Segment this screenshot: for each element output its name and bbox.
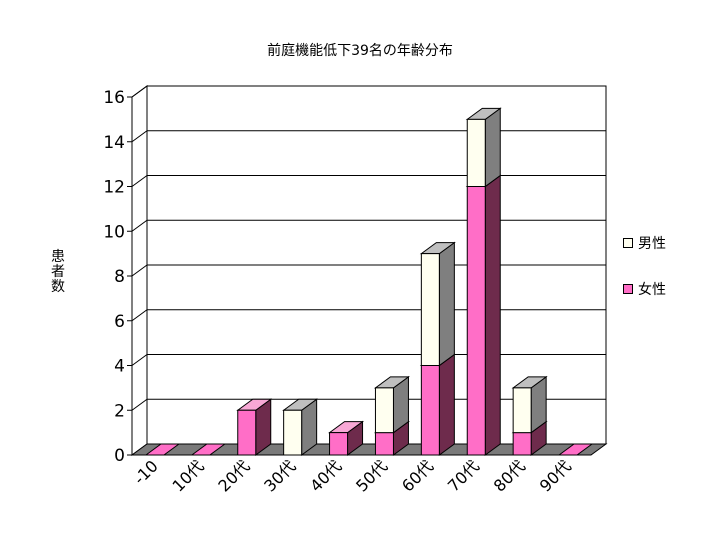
bar-female bbox=[374, 432, 394, 456]
gridline-side bbox=[131, 175, 148, 187]
gridline-side bbox=[131, 354, 148, 366]
bar-female bbox=[420, 365, 440, 456]
bar-empty-slab bbox=[190, 443, 227, 456]
bar-male bbox=[512, 387, 532, 434]
y-tick-label: 16 bbox=[103, 88, 125, 108]
bar-male-side bbox=[484, 107, 501, 188]
gridline-side bbox=[131, 85, 148, 98]
gridline-side bbox=[131, 130, 148, 143]
legend-label-female: 女性 bbox=[638, 282, 666, 298]
y-tick-label: 12 bbox=[103, 178, 125, 198]
gridline-side bbox=[131, 309, 148, 322]
gridline-side bbox=[131, 264, 148, 277]
x-tick-label: 40代 bbox=[306, 456, 345, 495]
x-tick-label: 50代 bbox=[352, 456, 391, 495]
x-tick-label: 60代 bbox=[398, 456, 437, 495]
gridline-side bbox=[131, 398, 148, 411]
x-tick-label: 10代 bbox=[169, 456, 208, 495]
y-tick-label: 4 bbox=[114, 357, 125, 377]
legend-swatch-male bbox=[623, 238, 633, 248]
y-tick-label: 8 bbox=[114, 267, 125, 287]
y-tick-label: 2 bbox=[114, 401, 125, 421]
bar-empty-slab bbox=[144, 443, 181, 456]
bar-male bbox=[374, 387, 394, 434]
bar-female-side bbox=[484, 174, 501, 456]
bar-male-side bbox=[438, 241, 455, 367]
y-tick-label: 14 bbox=[103, 133, 125, 153]
bar-male bbox=[466, 118, 486, 187]
legend-item-male: 男性 bbox=[623, 232, 666, 254]
x-tick-label: 90代 bbox=[536, 456, 575, 495]
x-tick-label: 20代 bbox=[214, 456, 253, 495]
y-tick-label: 10 bbox=[103, 222, 125, 242]
legend-swatch-female bbox=[623, 284, 633, 294]
chart-title: 前庭機能低下39名の年齢分布 bbox=[267, 43, 453, 59]
legend: 男性 女性 bbox=[623, 232, 666, 324]
y-tick-label: 0 bbox=[114, 446, 125, 466]
bar-male bbox=[283, 409, 303, 456]
x-tick-label: -10 bbox=[130, 456, 162, 488]
x-tick-label: 30代 bbox=[260, 456, 299, 495]
bar-female-side bbox=[438, 353, 455, 456]
x-tick-label: 70代 bbox=[444, 456, 483, 495]
bar-female bbox=[329, 432, 349, 456]
y-axis-label: 患 者 数 bbox=[51, 249, 65, 295]
bar-female bbox=[512, 432, 532, 456]
y-tick-label: 6 bbox=[114, 312, 125, 332]
bar-empty-slab bbox=[557, 443, 594, 456]
bar-female bbox=[466, 186, 486, 456]
x-tick-label: 80代 bbox=[490, 456, 529, 495]
gridline-side bbox=[131, 219, 148, 232]
legend-item-female: 女性 bbox=[623, 278, 666, 300]
bar-male bbox=[420, 253, 440, 366]
legend-label-male: 男性 bbox=[638, 236, 666, 252]
bar-female bbox=[237, 409, 257, 456]
